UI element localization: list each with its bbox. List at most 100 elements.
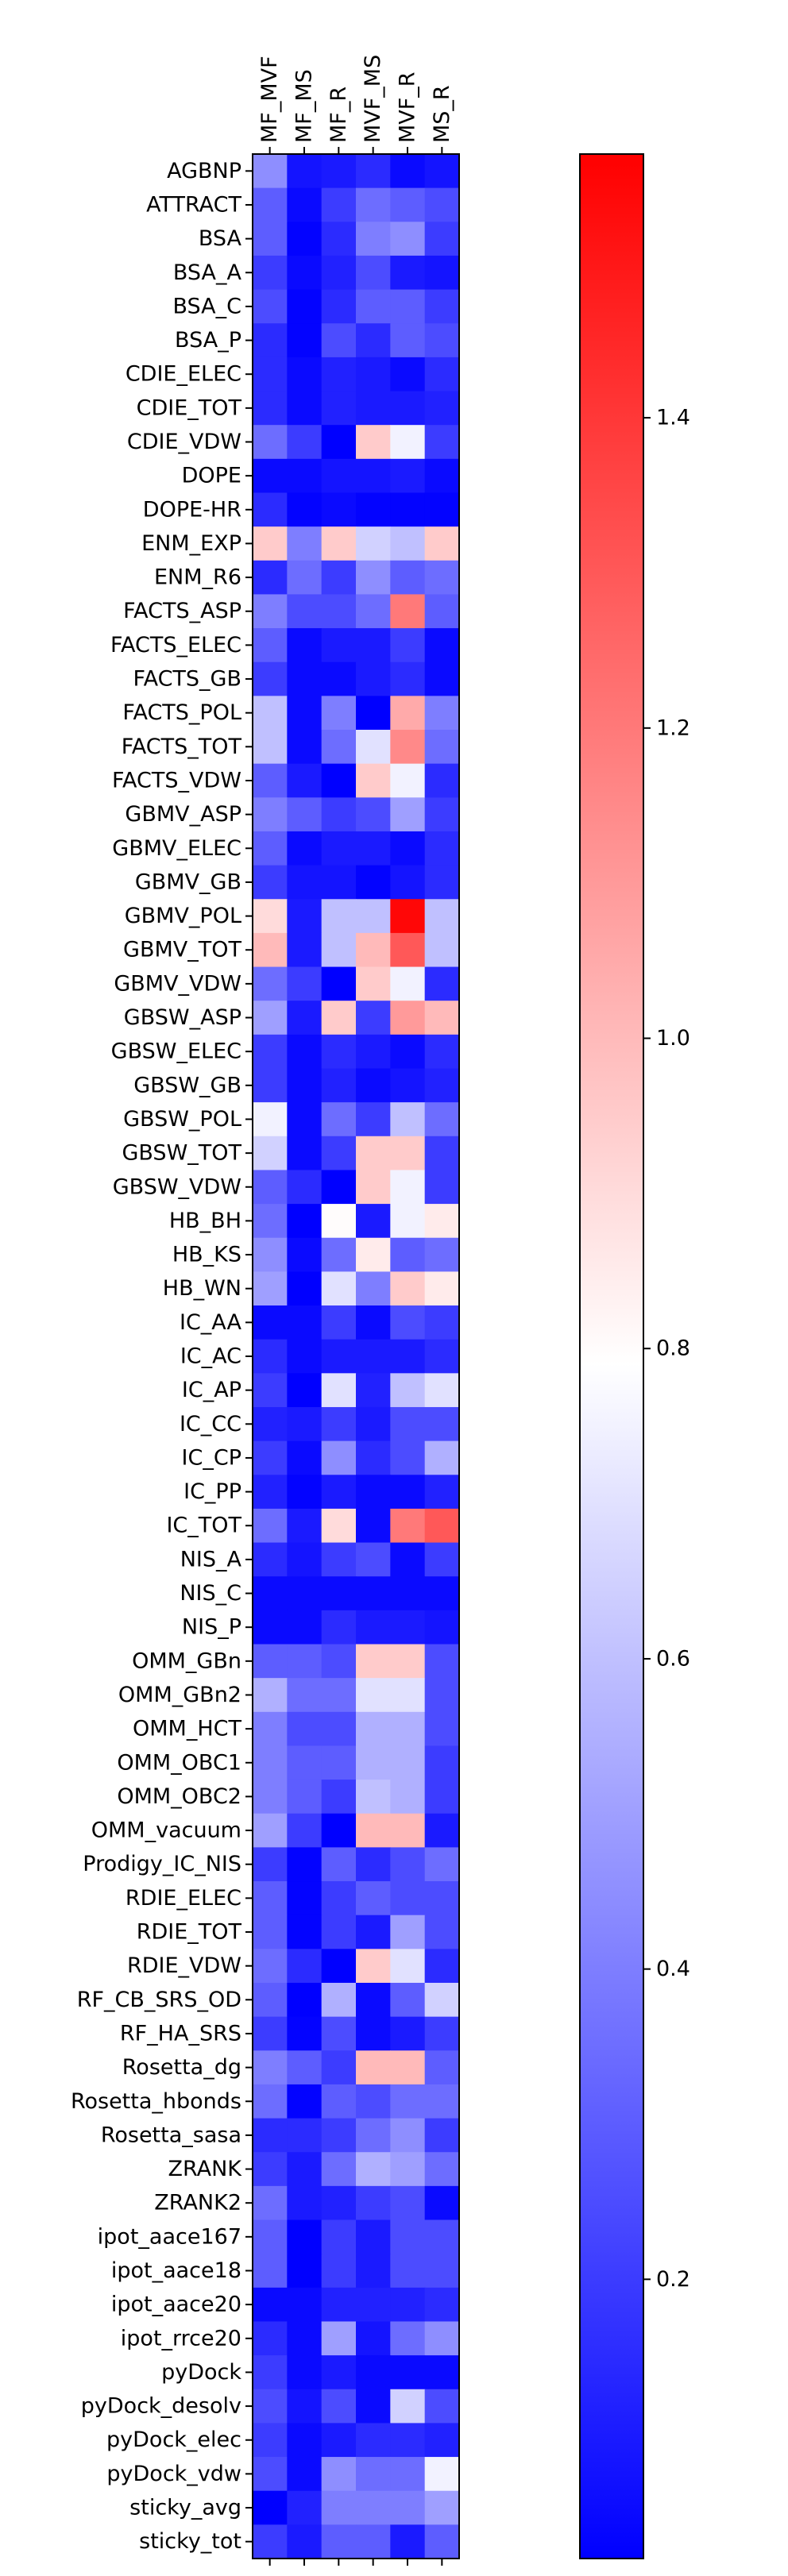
heatmap-cell: [424, 1068, 460, 1103]
heatmap-cell: [356, 628, 391, 663]
row-label: sticky_avg: [129, 2496, 241, 2520]
heatmap-cell: [356, 492, 391, 527]
heatmap-cell: [321, 187, 357, 222]
heatmap-cell: [287, 730, 323, 765]
row-label: AGBNP: [167, 159, 241, 183]
row-label: ATTRACT: [146, 192, 241, 217]
row-label: Rosetta_sasa: [101, 2123, 241, 2147]
heatmap-cell: [390, 966, 426, 1001]
heatmap-cell: [424, 289, 460, 324]
heatmap-cell: [390, 1678, 426, 1713]
heatmap-cell: [424, 2355, 460, 2390]
heatmap-cell: [356, 1711, 391, 1747]
heatmap-cell: [356, 458, 391, 494]
heatmap-cell: [424, 966, 460, 1001]
column-labels: MF_MVF MF_MS MF_R MVF_MS MVF_R MS_R: [257, 55, 454, 2566]
heatmap-cell: [390, 2118, 426, 2153]
heatmap-cell: [356, 222, 391, 256]
heatmap-cell: [253, 1576, 288, 1611]
row-label: IC_AA: [180, 1310, 242, 1335]
row-label: OMM_vacuum: [91, 1818, 241, 1843]
heatmap-cell: [287, 1508, 323, 1544]
heatmap-cell: [321, 222, 357, 256]
heatmap-cell: [321, 1881, 357, 1916]
heatmap-cell: [356, 1136, 391, 1171]
heatmap-cell: [321, 594, 357, 629]
row-label: HB_BH: [169, 1209, 241, 1233]
heatmap-cell: [356, 2355, 391, 2390]
heatmap-cell: [356, 2152, 391, 2187]
heatmap-cell: [287, 797, 323, 832]
heatmap-cell: [356, 966, 391, 1001]
heatmap-cell: [253, 1068, 288, 1103]
heatmap-cell: [321, 1982, 357, 2018]
heatmap-cell: [287, 2423, 323, 2458]
heatmap-cell: [253, 1982, 288, 2018]
heatmap-cell: [356, 1982, 391, 2018]
heatmap-cell: [321, 1576, 357, 1611]
heatmap-cell: [356, 1678, 391, 1713]
heatmap-cell: [321, 1711, 357, 1747]
heatmap-cell: [356, 2219, 391, 2254]
heatmap-cell: [424, 2389, 460, 2424]
heatmap-cell: [253, 425, 288, 460]
heatmap-cell: [253, 458, 288, 494]
heatmap-cell: [287, 2016, 323, 2051]
heatmap-cell: [390, 594, 426, 629]
heatmap-cell: [356, 1475, 391, 1510]
heatmap-cell: [287, 1576, 323, 1611]
heatmap-cell: [390, 1440, 426, 1475]
heatmap-cell: [287, 865, 323, 900]
heatmap-cell: [321, 2457, 357, 2492]
heatmap-cell: [287, 1915, 323, 1949]
heatmap-cells: [253, 154, 460, 2559]
heatmap-cell: [287, 1610, 323, 1645]
heatmap-cell: [356, 1204, 391, 1239]
heatmap-cell: [390, 730, 426, 765]
heatmap-cell: [424, 1170, 460, 1205]
heatmap-cell: [424, 1305, 460, 1340]
heatmap-cell: [356, 730, 391, 765]
heatmap-cell: [424, 1949, 460, 1984]
heatmap-cell: [253, 1610, 288, 1645]
heatmap-cell: [390, 2355, 426, 2390]
heatmap-cell: [390, 1508, 426, 1544]
heatmap-cell: [390, 425, 426, 460]
heatmap-cell: [356, 1644, 391, 1679]
row-label: ZRANK: [168, 2157, 242, 2181]
heatmap-cell: [356, 1780, 391, 1814]
heatmap-cell: [287, 1813, 323, 1848]
heatmap-cell: [253, 526, 288, 561]
heatmap-cell: [287, 1068, 323, 1103]
heatmap-cell: [321, 526, 357, 561]
heatmap-cell: [390, 1949, 426, 1984]
heatmap-cell: [356, 831, 391, 866]
heatmap-cell: [321, 1034, 357, 1070]
colorbar-tick-label: 0.2: [656, 2267, 690, 2292]
heatmap-cell: [390, 2389, 426, 2424]
heatmap-cell: [424, 2084, 460, 2119]
heatmap-cell: [321, 1610, 357, 1645]
heatmap-cell: [390, 899, 426, 934]
row-label: CDIE_VDW: [127, 430, 241, 454]
heatmap-cell: [253, 2185, 288, 2221]
colorbar-gradient: [579, 153, 644, 2559]
heatmap-cell: [424, 2254, 460, 2289]
heatmap-cell: [390, 526, 426, 561]
heatmap-cell: [424, 560, 460, 596]
heatmap-cell: [424, 594, 460, 629]
heatmap-cell: [253, 1915, 288, 1949]
row-label: RF_CB_SRS_OD: [77, 1988, 241, 2012]
heatmap-cell: [356, 1508, 391, 1544]
heatmap-cell: [253, 1406, 288, 1442]
heatmap-cell: [390, 1780, 426, 1814]
heatmap-cell: [356, 289, 391, 324]
heatmap-cell: [390, 323, 426, 358]
heatmap-cell: [253, 2389, 288, 2424]
heatmap-cell: [287, 1982, 323, 2018]
heatmap-cell: [390, 763, 426, 798]
heatmap-cell: [390, 1237, 426, 1272]
heatmap-cell: [321, 323, 357, 358]
heatmap-cell: [356, 425, 391, 460]
row-label: pyDock_vdw: [106, 2462, 241, 2486]
